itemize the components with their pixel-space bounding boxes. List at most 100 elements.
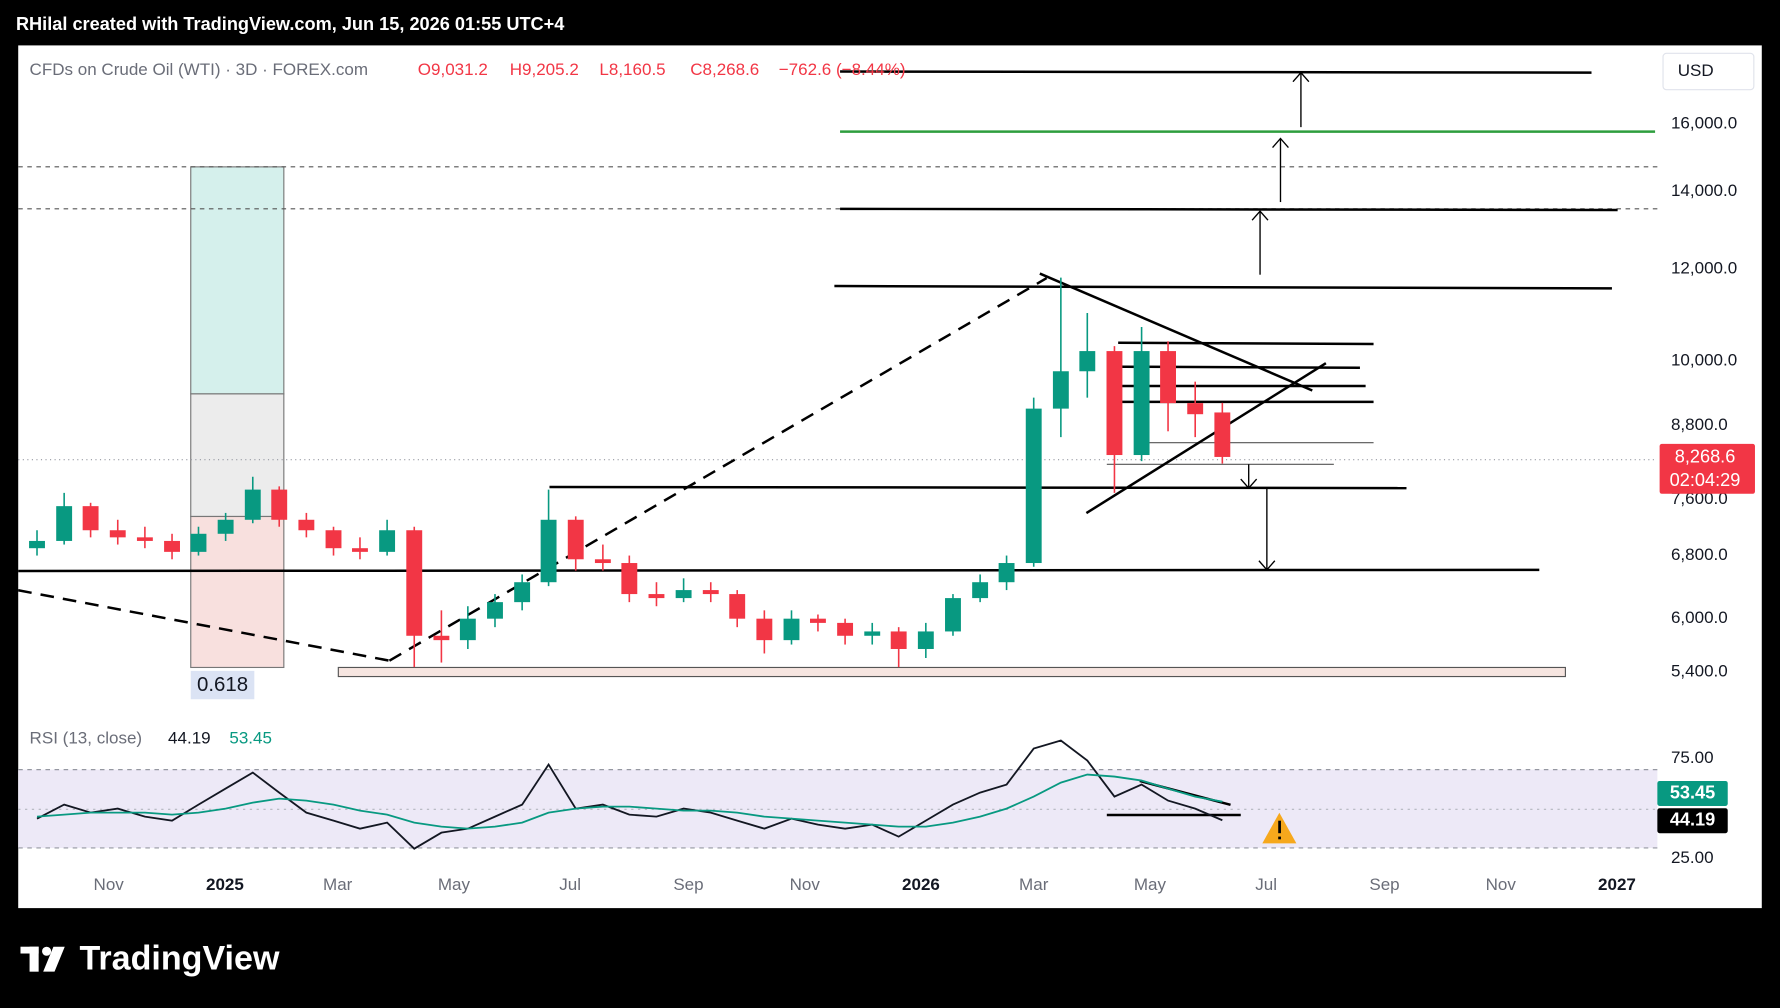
trend-line xyxy=(17,589,390,662)
candle-body xyxy=(379,530,396,552)
support-zone xyxy=(337,666,1566,678)
candle-body xyxy=(756,618,773,641)
rsi-legend-value: 44.19 xyxy=(168,728,211,747)
level-line xyxy=(18,568,1540,573)
candle-body xyxy=(945,598,961,632)
level-line xyxy=(1118,341,1374,346)
legend-value: H9,205.2 xyxy=(510,60,579,79)
candle-body xyxy=(244,489,261,520)
candle-body xyxy=(783,618,800,641)
x-tick-label: Nov xyxy=(1486,875,1517,894)
y-tick-label: 75.00 xyxy=(1671,748,1714,767)
rsi-title: RSI (13, close) xyxy=(30,728,143,747)
arrow-head xyxy=(1240,478,1258,490)
brand-logo xyxy=(20,946,65,972)
data-marks: 16,000.0 14,000.0 12,000.0 10,000.0 8,800.0 7… xyxy=(29,114,1737,894)
candle-body xyxy=(890,631,907,649)
logo-part xyxy=(42,946,52,956)
candle-body xyxy=(729,594,746,619)
currency-label[interactable]: USD xyxy=(1678,61,1714,80)
x-tick-label: 2026 xyxy=(902,875,940,894)
rsi-line xyxy=(36,773,1223,830)
logo-part xyxy=(20,946,39,954)
candle-body xyxy=(136,537,153,541)
candle-body xyxy=(837,622,854,636)
candle-body xyxy=(810,618,826,623)
x-tick-label: Sep xyxy=(1369,875,1399,894)
candle-body xyxy=(433,635,450,641)
chart-panel xyxy=(18,45,1762,909)
candle-body xyxy=(1079,351,1096,372)
candle-body xyxy=(459,618,476,641)
y-tick-label: 25.00 xyxy=(1671,848,1714,867)
brand-name: TradingView xyxy=(80,939,280,977)
x-tick-label: 2027 xyxy=(1598,875,1636,894)
candle-body xyxy=(164,540,180,552)
x-tick-label: Jul xyxy=(559,875,581,894)
y-tick-label: 16,000.0 xyxy=(1671,114,1737,133)
candle-body xyxy=(1133,351,1150,456)
level-line xyxy=(840,207,1618,212)
x-tick-label: May xyxy=(1134,875,1167,894)
rsi-ma-badge xyxy=(1657,780,1728,806)
author-line: RHilal created with TradingView.com, Jun… xyxy=(16,14,564,34)
candle-body xyxy=(514,582,531,603)
legend-value: C8,268.6 xyxy=(690,60,759,79)
level-line xyxy=(834,284,1612,290)
logo-part xyxy=(43,946,65,972)
candle-body xyxy=(217,519,234,534)
triangle-line xyxy=(1039,272,1313,392)
y-tick-label: 14,000.0 xyxy=(1671,181,1737,200)
candle-body xyxy=(190,533,207,552)
fib-label-box xyxy=(190,670,255,700)
rsi-line xyxy=(36,739,1223,850)
x-tick-label: Mar xyxy=(323,875,353,894)
legend-value: L8,160.5 xyxy=(599,60,665,79)
triangle-line xyxy=(1085,362,1327,515)
candle-body xyxy=(82,506,99,531)
warning-icon-mark xyxy=(1278,820,1281,834)
fib-zone xyxy=(190,166,285,395)
candle-body xyxy=(540,519,557,583)
fib-label: 0.618 xyxy=(197,674,248,696)
candle-body xyxy=(567,519,584,560)
x-tick-label: Mar xyxy=(1019,875,1049,894)
y-tick-label: 6,000.0 xyxy=(1671,608,1728,627)
y-tick-label: 10,000.0 xyxy=(1671,351,1737,370)
arrow-head xyxy=(1251,210,1269,221)
candle-body xyxy=(998,563,1015,583)
x-tick-label: May xyxy=(438,875,471,894)
arrow-head xyxy=(1272,137,1289,149)
candle-body xyxy=(298,519,315,531)
y-tick-label: 6,800.0 xyxy=(1671,545,1728,564)
currency-button[interactable] xyxy=(1662,52,1755,91)
candle-body xyxy=(406,530,423,636)
target-line xyxy=(840,70,1592,74)
candle-body xyxy=(594,559,611,564)
y-tick-label: 12,000.0 xyxy=(1671,259,1737,278)
candle-body xyxy=(56,506,73,541)
arrow-head xyxy=(1292,71,1310,83)
arrow-head xyxy=(1258,560,1276,571)
candle-body xyxy=(325,530,342,549)
candle-body xyxy=(675,590,692,599)
candle-body xyxy=(1187,403,1204,415)
trend-line xyxy=(388,277,1048,662)
x-tick-label: Nov xyxy=(94,875,125,894)
x-tick-label: Nov xyxy=(790,875,821,894)
legend-value: −762.6 (−8.44%) xyxy=(779,60,906,79)
rsi-legend-value: 53.45 xyxy=(229,728,272,747)
candle-body xyxy=(1052,371,1069,409)
price-badge-label: 8,268.6 xyxy=(1675,446,1736,466)
candle-body xyxy=(29,540,45,549)
candle-body xyxy=(1025,408,1042,564)
candle-body xyxy=(1160,351,1176,404)
countdown: 02:04:29 xyxy=(1670,470,1741,490)
candle-body xyxy=(109,530,126,538)
rsi-badge xyxy=(1657,808,1728,834)
rsi-ma-badge-label: 53.45 xyxy=(1670,782,1715,802)
candle-body xyxy=(864,631,881,636)
fib-zone xyxy=(190,393,285,518)
